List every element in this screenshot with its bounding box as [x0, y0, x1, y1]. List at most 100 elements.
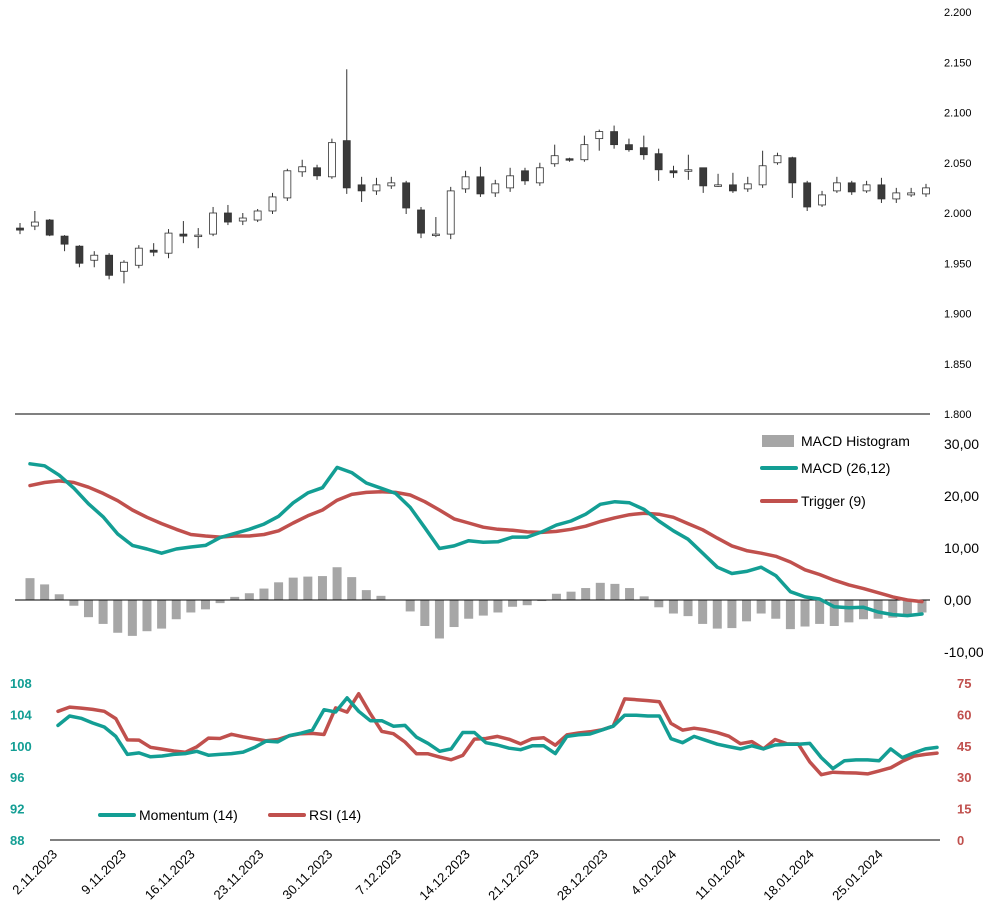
candle: [45, 219, 54, 237]
candle-body: [521, 170, 529, 182]
candle-body: [654, 153, 663, 171]
price-tick-label: 1.950: [944, 258, 972, 270]
candle-body: [179, 233, 188, 237]
candle-body: [268, 196, 277, 212]
date-axis: 2.11.2023 9.11.2023 16.11.2023 23.11.2023 30…: [9, 847, 885, 904]
candle: [832, 176, 841, 193]
candle-body: [818, 194, 826, 206]
date-tick-label: 14.12.2023: [416, 847, 473, 904]
macd-histogram-bar: [610, 583, 620, 600]
candle-body: [313, 167, 321, 177]
macd-histogram-bar: [361, 590, 371, 600]
candle-body: [743, 183, 752, 190]
candle-body: [357, 184, 366, 192]
candle: [461, 170, 470, 193]
price-tick-label: 2.100: [944, 108, 972, 120]
date-tick-label: 23.11.2023: [211, 847, 267, 903]
momentum-tick-label: 88: [10, 833, 24, 848]
candle-body: [283, 170, 292, 199]
macd-histogram-bar: [274, 582, 284, 600]
macd-histogram-bar: [40, 584, 50, 600]
macd-histogram-bar: [25, 578, 35, 600]
rsi-tick-label: 60: [957, 707, 971, 722]
candle-body: [120, 261, 128, 272]
candle-body: [164, 232, 173, 254]
candle: [194, 228, 203, 249]
macd-legend: MACD Histogram MACD (26,12) Trigger (9): [760, 433, 910, 509]
macd-histogram-bar: [654, 600, 664, 608]
macd-histogram-bar: [186, 600, 196, 613]
macd-histogram-bar: [127, 600, 137, 636]
macd-tick-label: 30,00: [944, 436, 979, 452]
candle-body: [847, 182, 856, 193]
macd-histogram-bar: [917, 600, 927, 613]
candle-body: [417, 209, 425, 234]
macd-histogram-bar: [639, 596, 649, 600]
candle-body: [149, 249, 158, 253]
candle: [298, 159, 307, 177]
candle: [60, 235, 69, 252]
macd-histogram-bar: [595, 582, 605, 600]
trigger-legend-label: Trigger (9): [801, 493, 866, 509]
price-tick-label: 2.150: [944, 57, 972, 69]
macd-histogram-bar: [551, 593, 561, 600]
candle: [224, 204, 232, 226]
momentum-tick-label: 104: [10, 707, 32, 722]
candle-body: [90, 254, 99, 261]
macd-histogram-bar: [815, 600, 825, 624]
candle-body: [788, 157, 797, 184]
candle-body: [60, 235, 69, 245]
date-tick-label: 16.11.2023: [142, 847, 198, 903]
rsi-axis: 0 15 30 45 60 75: [957, 676, 971, 848]
macd-tick-label: -10,00: [944, 644, 983, 660]
candle-body: [16, 227, 24, 231]
macd-histogram-bar: [200, 600, 210, 610]
candle: [209, 206, 217, 237]
macd-histogram-bar: [727, 600, 737, 629]
candle: [521, 167, 529, 185]
macd-histogram-bar: [69, 600, 79, 606]
candle-body: [134, 247, 143, 266]
macd-tick-label: 10,00: [944, 540, 979, 556]
candle-body: [758, 165, 767, 186]
candle: [283, 168, 292, 201]
macd-histogram-bar: [581, 588, 591, 600]
candle: [922, 183, 930, 197]
candle-body: [892, 192, 901, 200]
macd-histogram-bar: [113, 600, 123, 633]
candlestick-panel: [16, 69, 930, 284]
macd-histogram-bar: [712, 600, 722, 629]
macd-histogram-bar: [785, 600, 795, 630]
candle-body: [832, 182, 841, 192]
candle: [610, 125, 618, 149]
date-tick-label: 2.11.2023: [9, 847, 60, 898]
candle-body: [45, 219, 54, 236]
candle-body: [105, 254, 114, 276]
momentum-tick-label: 100: [10, 739, 32, 754]
candle: [773, 152, 782, 165]
macd-histogram-bar: [449, 600, 459, 628]
candle: [803, 180, 812, 211]
price-tick-label: 1.850: [944, 359, 972, 371]
trigger-line: [28, 479, 924, 604]
candle: [402, 180, 411, 215]
candle: [907, 187, 916, 197]
candle: [120, 260, 128, 284]
candle: [179, 221, 188, 244]
candle: [699, 167, 708, 193]
momentum-legend-label: Momentum (14): [139, 807, 238, 823]
candle: [818, 190, 826, 207]
macd-histogram-bar: [332, 567, 342, 600]
rsi-legend-label: RSI (14): [309, 807, 361, 823]
candle: [669, 165, 678, 178]
candle-body: [506, 175, 515, 189]
candle-body: [535, 167, 544, 184]
candle: [476, 166, 485, 197]
candle: [30, 210, 39, 231]
candle-body: [803, 182, 812, 208]
candle: [729, 172, 737, 193]
candle-body: [461, 176, 470, 190]
macd-histogram-bar: [347, 577, 357, 600]
candle: [847, 180, 856, 195]
